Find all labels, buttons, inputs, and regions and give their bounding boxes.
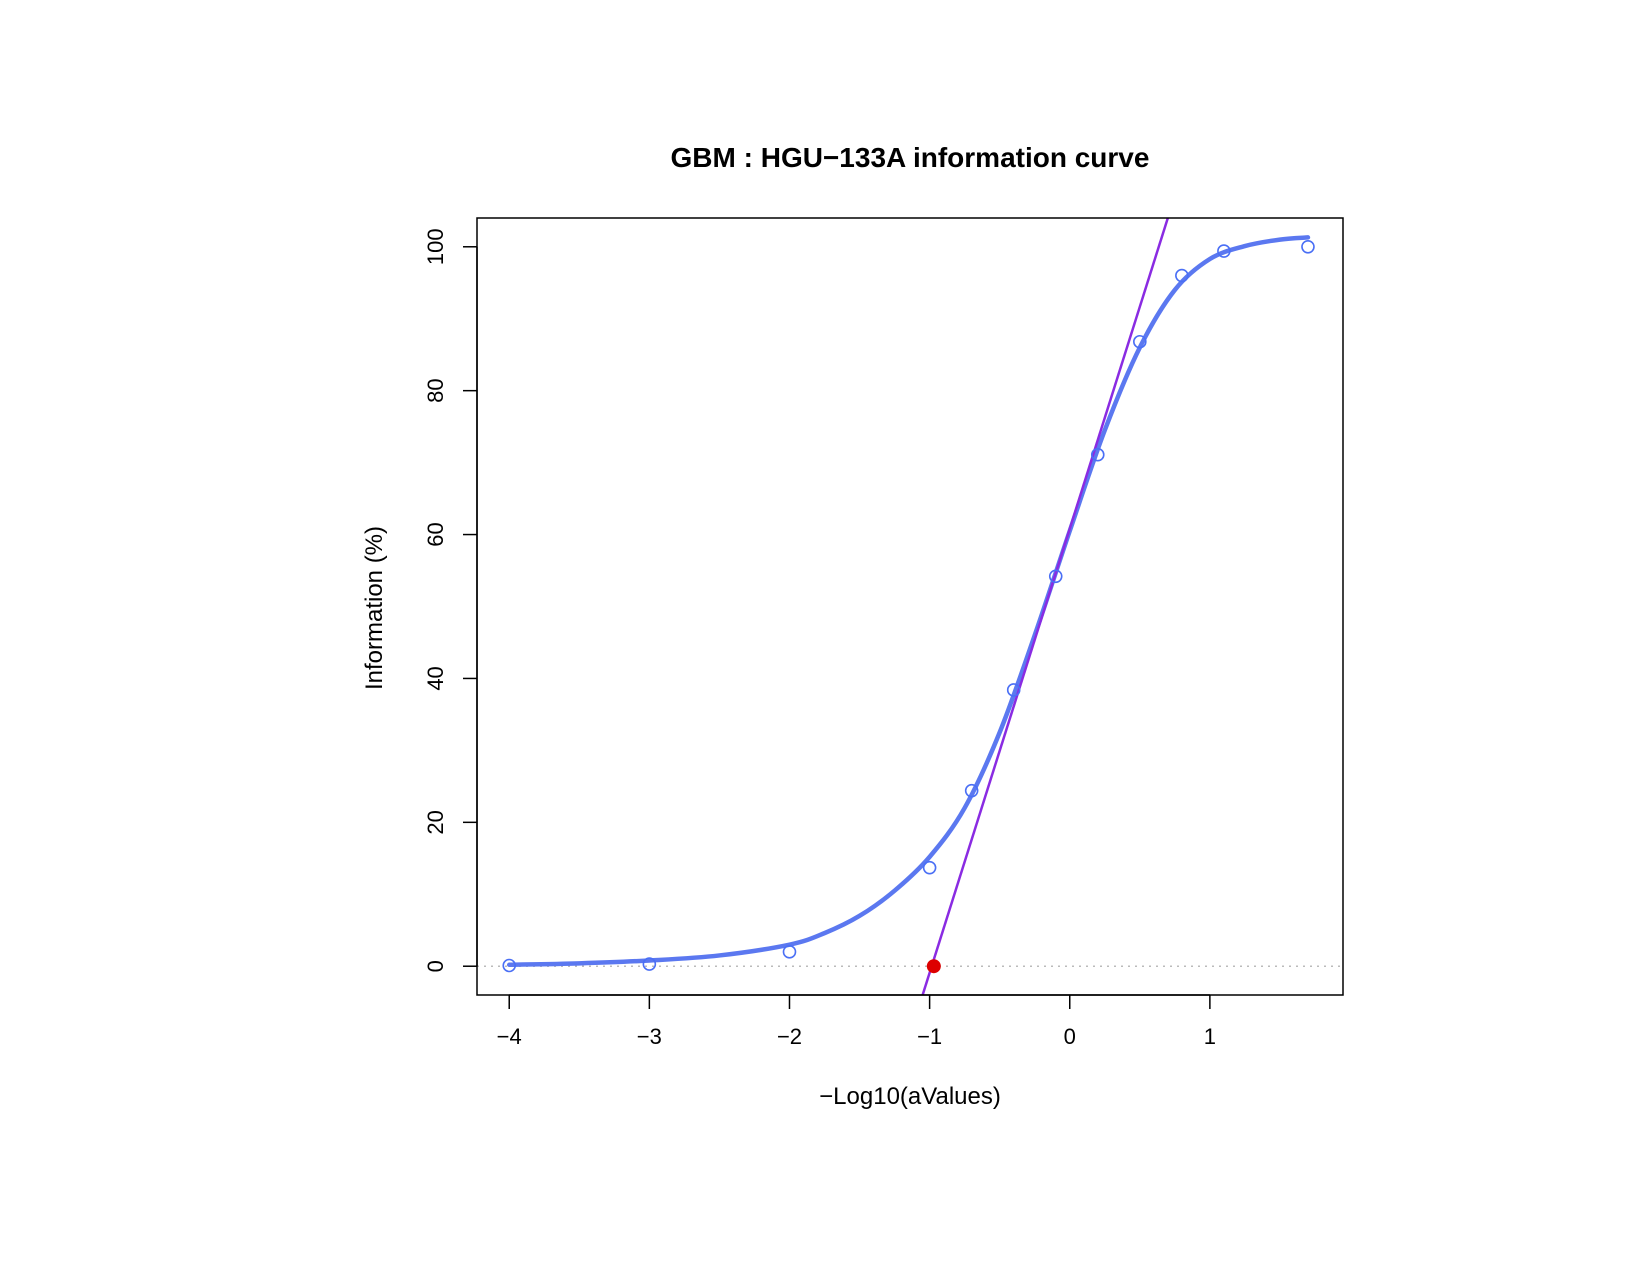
x-tick-label: −3 [637, 1024, 662, 1049]
tangent-line [921, 218, 1170, 995]
data-point [922, 860, 937, 875]
y-tick-label: 0 [423, 960, 448, 972]
data-point [1006, 683, 1021, 697]
data-point [1301, 239, 1315, 254]
data-point [1217, 244, 1231, 258]
y-axis: 0 20 40 60 80 100 [423, 228, 478, 972]
x-axis-label: −Log10(aValues) [819, 1083, 1001, 1110]
data-point [642, 957, 657, 971]
fitted-curve [506, 235, 1311, 968]
x-tick-label: −1 [917, 1024, 942, 1049]
data-point [1048, 569, 1063, 584]
intercept-point [926, 959, 941, 974]
y-tick-label: 80 [423, 378, 448, 402]
data-point [1175, 268, 1189, 283]
data-point [1090, 447, 1105, 462]
y-tick-label: 60 [423, 522, 448, 546]
y-tick-label: 100 [423, 228, 448, 265]
x-tick-label: −4 [497, 1024, 522, 1049]
x-tick-label: 1 [1204, 1024, 1216, 1049]
y-axis-label: Information (%) [361, 526, 388, 690]
data-point [1133, 334, 1147, 349]
data-point [964, 783, 979, 798]
y-tick-label: 40 [423, 666, 448, 690]
data-point [502, 958, 517, 973]
x-axis: −4 −3 −2 −1 0 1 [497, 994, 1216, 1049]
series-layer [502, 218, 1315, 995]
y-tick-label: 20 [423, 810, 448, 834]
x-tick-label: 0 [1064, 1024, 1076, 1049]
x-tick-label: −2 [777, 1024, 802, 1049]
chart-title: GBM : HGU−133A information curve [671, 142, 1150, 173]
data-point [782, 945, 797, 959]
plot-area [477, 218, 1343, 995]
